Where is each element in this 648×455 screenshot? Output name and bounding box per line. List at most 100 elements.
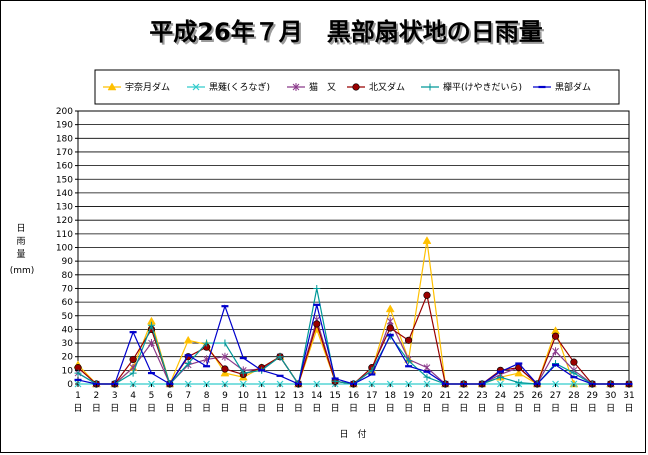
- legend-item: 欅平(けやきだいら): [421, 82, 522, 93]
- data-point: [514, 368, 524, 377]
- x-tick-suffix: 日: [220, 403, 229, 414]
- data-point: [551, 332, 560, 340]
- x-tick-label: 27: [550, 391, 561, 401]
- legend-marker: [426, 83, 434, 91]
- x-tick-suffix: 日: [92, 403, 101, 414]
- y-tick-label: 20: [62, 353, 74, 363]
- x-tick-suffix: 日: [606, 403, 615, 414]
- y-tick-label: 110: [56, 230, 73, 240]
- x-tick-label: 25: [513, 391, 524, 401]
- x-tick-label: 29: [587, 391, 599, 401]
- data-point: [422, 236, 432, 244]
- data-point: [221, 339, 229, 347]
- gridlines: [78, 124, 629, 371]
- x-tick-label: 6: [167, 391, 173, 401]
- y-tick-label: 60: [62, 298, 74, 308]
- y-tick-label: 30: [62, 339, 74, 349]
- legend-item: 黒部ダム: [533, 81, 591, 93]
- legend-label: 宇奈月ダム: [125, 81, 170, 93]
- y-tick-label: 100: [56, 244, 73, 254]
- x-tick-suffix: 日: [588, 403, 597, 414]
- x-tick-suffix: 日: [422, 403, 431, 414]
- y-tick-label: 90: [62, 257, 74, 267]
- x-tick-suffix: 日: [202, 403, 211, 414]
- x-tick-suffix: 日: [294, 403, 303, 414]
- y-tick-label: 120: [56, 216, 73, 226]
- x-tick-suffix: 日: [73, 403, 82, 414]
- data-point: [405, 357, 413, 365]
- x-tick-suffix: 日: [551, 403, 560, 414]
- data-point: [386, 317, 394, 326]
- x-tick-label: 1: [75, 391, 81, 401]
- legend-label: 黒部ダム: [555, 81, 591, 93]
- data-point: [239, 369, 247, 377]
- x-tick-suffix: 日: [184, 403, 193, 414]
- x-tick-suffix: 日: [386, 403, 395, 414]
- data-point: [496, 373, 504, 381]
- y-label-char-3: 量: [16, 249, 25, 260]
- x-tick-label: 8: [204, 391, 210, 401]
- x-axis-label: 日 付: [339, 429, 366, 440]
- y-tick-label: 50: [62, 312, 74, 322]
- x-tick-label: 20: [421, 391, 433, 401]
- data-point: [221, 365, 229, 373]
- data-point: [276, 353, 284, 361]
- x-tick-suffix: 日: [312, 403, 321, 414]
- x-tick-suffix: 日: [496, 403, 505, 414]
- x-tick-label: 23: [476, 391, 487, 401]
- x-tick-label: 22: [458, 391, 469, 401]
- legend-item: 猫 又: [287, 81, 336, 93]
- x-tick-suffix: 日: [569, 403, 578, 414]
- x-tick-label: 5: [149, 391, 155, 401]
- x-tick-suffix: 日: [349, 403, 358, 414]
- y-tick-label: 170: [56, 148, 73, 158]
- x-tick-suffix: 日: [459, 403, 468, 414]
- data-point: [423, 291, 431, 299]
- x-tick-label: 18: [385, 391, 397, 401]
- data-point: [552, 347, 559, 356]
- x-tick-label: 9: [222, 391, 228, 401]
- data-point: [423, 373, 431, 381]
- legend-label: 猫 又: [309, 81, 336, 93]
- x-tick-label: 4: [130, 391, 136, 401]
- y-tick-label: 70: [62, 284, 74, 294]
- data-point: [423, 363, 431, 372]
- data-point: [129, 369, 137, 377]
- x-tick-label: 17: [366, 391, 377, 401]
- legend-label: 北又ダム: [369, 81, 405, 93]
- y-tick-label: 40: [62, 325, 74, 335]
- x-tick-label: 11: [256, 391, 267, 401]
- data-point: [129, 355, 137, 364]
- x-tick-label: 7: [185, 391, 191, 401]
- legend-label: 欅平(けやきだいら): [443, 82, 522, 93]
- x-tick-suffix: 日: [478, 403, 487, 414]
- data-point: [405, 336, 413, 344]
- x-tick-suffix: 日: [367, 403, 376, 414]
- y-label-unit: (mm): [10, 266, 35, 276]
- x-tick-suffix: 日: [514, 403, 523, 414]
- x-tick-label: 13: [293, 391, 304, 401]
- y-tick-label: 130: [56, 203, 73, 213]
- y-label-char-1: 日: [16, 223, 25, 234]
- legend-label: 黒薙(くろなぎ): [209, 81, 270, 93]
- x-tick-label: 24: [495, 391, 507, 401]
- data-point: [183, 335, 193, 344]
- x-tick-suffix: 日: [441, 403, 450, 414]
- x-tick-suffix: 日: [404, 403, 413, 414]
- x-tick-label: 15: [329, 391, 340, 401]
- legend-marker: [107, 82, 117, 91]
- legend-marker: [352, 83, 360, 91]
- x-tick-label: 26: [531, 391, 543, 401]
- x-tick-label: 16: [348, 391, 360, 401]
- y-tick-label: 80: [62, 271, 74, 281]
- y-tick-label: 150: [56, 175, 73, 185]
- y-tick-label: 180: [56, 134, 73, 144]
- legend-marker: [292, 83, 300, 91]
- x-tick-label: 12: [274, 391, 285, 401]
- y-tick-label: 160: [56, 162, 73, 172]
- x-tick-suffix: 日: [129, 403, 138, 414]
- data-point: [184, 360, 192, 368]
- x-tick-label: 31: [623, 391, 634, 401]
